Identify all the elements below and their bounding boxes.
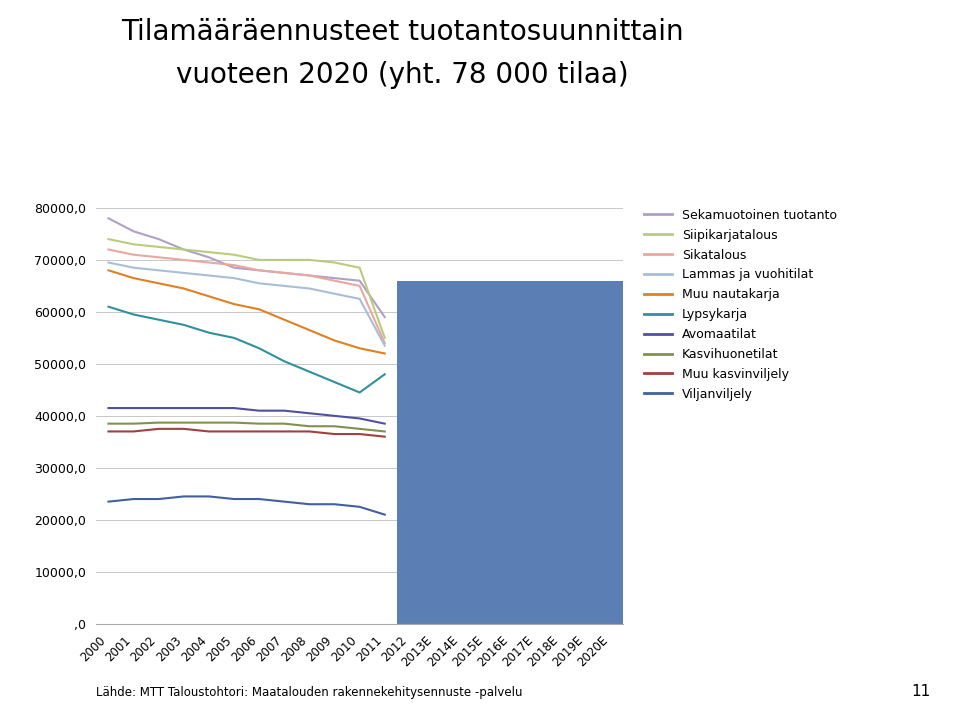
- Text: vuoteen 2020 (yht. 78 000 tilaa): vuoteen 2020 (yht. 78 000 tilaa): [176, 61, 629, 89]
- Text: Tilamääräennusteet tuotantosuunnittain: Tilamääräennusteet tuotantosuunnittain: [122, 18, 684, 46]
- Text: 11: 11: [911, 684, 930, 699]
- Text: Lähde: MTT Taloustohtori: Maatalouden rakennekehitysennuste -palvelu: Lähde: MTT Taloustohtori: Maatalouden ra…: [96, 686, 523, 699]
- Legend: Sekamuotoinen tuotanto, Siipikarjatalous, Sikatalous, Lammas ja vuohitilat, Muu : Sekamuotoinen tuotanto, Siipikarjatalous…: [639, 204, 842, 406]
- Bar: [397, 280, 636, 624]
